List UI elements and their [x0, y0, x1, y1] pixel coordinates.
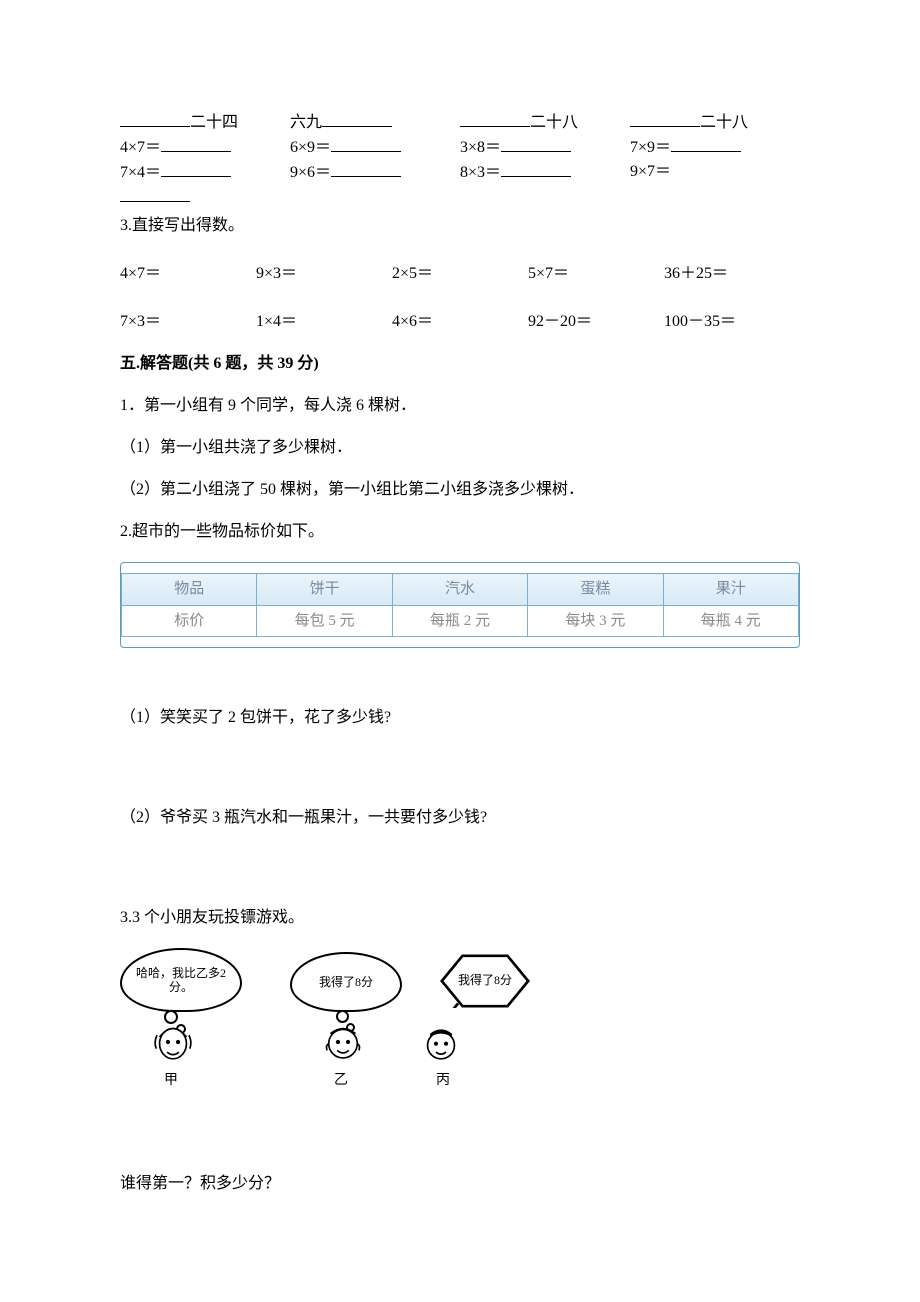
blank [671, 135, 741, 152]
fill-cell: 7×9＝ [630, 135, 800, 160]
fill-cell: 六九 [290, 110, 460, 135]
table-row: 物品 饼干 汽水 蛋糕 果汁 [122, 574, 799, 606]
calc-cell: 100－35＝ [664, 310, 800, 334]
td: 每块 3 元 [528, 605, 663, 637]
blank [161, 135, 231, 152]
blank [630, 110, 700, 127]
td: 每包 5 元 [257, 605, 392, 637]
speech-bubble-yi: 我得了8分 [290, 952, 402, 1012]
blank [501, 160, 571, 177]
text: 3×8＝ [460, 139, 501, 156]
q3-title: 3.直接写出得数。 [120, 214, 800, 238]
text: 7×9＝ [630, 139, 671, 156]
calc-cell: 4×7＝ [120, 262, 256, 286]
blank [331, 135, 401, 152]
face-jia-icon [152, 1018, 194, 1066]
speech-bubble-bing: 我得了8分 [440, 954, 530, 1006]
trailing-blank [120, 185, 800, 210]
fill-row-2: 4×7＝ 6×9＝ 3×8＝ 7×9＝ [120, 135, 800, 160]
problem-1-2: （2）第二小组浇了 50 棵树，第一小组比第二小组多浇多少棵树． [120, 478, 800, 502]
calc-cell: 5×7＝ [528, 262, 664, 286]
fill-cell: 8×3＝ [460, 160, 630, 185]
td: 每瓶 2 元 [392, 605, 527, 637]
dart-illustration: 哈哈，我比乙多2分。 我得了8分 我得了8分 [120, 948, 540, 1108]
bubble-text: 我得了8分 [319, 975, 373, 989]
fill-cell: 4×7＝ [120, 135, 290, 160]
calc-cell: 7×3＝ [120, 310, 256, 334]
name-jia: 甲 [164, 1070, 178, 1091]
face-bing-icon [420, 1018, 462, 1066]
blank [322, 110, 392, 127]
fill-cell: 二十八 [460, 110, 630, 135]
calc-cell: 36＋25＝ [664, 262, 800, 286]
calc-row-2: 7×3＝ 1×4＝ 4×6＝ 92－20＝ 100－35＝ [120, 310, 800, 334]
blank [331, 160, 401, 177]
name-bing: 丙 [436, 1070, 450, 1091]
calc-cell: 2×5＝ [392, 262, 528, 286]
speech-bubble-jia: 哈哈，我比乙多2分。 [120, 948, 242, 1012]
text: 9×7＝ [630, 163, 671, 180]
calc-row-1: 4×7＝ 9×3＝ 2×5＝ 5×7＝ 36＋25＝ [120, 262, 800, 286]
face-yi-icon [322, 1018, 364, 1066]
calc-cell: 4×6＝ [392, 310, 528, 334]
fill-cell: 9×7＝ [630, 160, 800, 185]
text: 二十四 [190, 114, 238, 131]
problem-2: 2.超市的一些物品标价如下。 [120, 520, 800, 544]
problem-1-1: （1）第一小组共浇了多少棵树． [120, 436, 800, 460]
text: 二十八 [700, 114, 748, 131]
blank [161, 160, 231, 177]
blank [501, 135, 571, 152]
td: 标价 [122, 605, 257, 637]
blank [460, 110, 530, 127]
text: 二十八 [530, 114, 578, 131]
text: 9×6＝ [290, 164, 331, 181]
bubble-text: 我得了8分 [458, 971, 512, 989]
bubble-text: 哈哈，我比乙多2分。 [126, 966, 236, 995]
fill-cell: 9×6＝ [290, 160, 460, 185]
text: 7×4＝ [120, 164, 161, 181]
fill-cell: 6×9＝ [290, 135, 460, 160]
price-table-wrap: 物品 饼干 汽水 蛋糕 果汁 标价 每包 5 元 每瓶 2 元 每块 3 元 每… [120, 562, 800, 648]
calc-cell: 9×3＝ [256, 262, 392, 286]
price-table: 物品 饼干 汽水 蛋糕 果汁 标价 每包 5 元 每瓶 2 元 每块 3 元 每… [121, 573, 799, 637]
problem-3: 3.3 个小朋友玩投镖游戏。 [120, 906, 800, 930]
fill-row-1: 二十四 六九 二十八 二十八 [120, 110, 800, 135]
fill-cell: 7×4＝ [120, 160, 290, 185]
td: 每瓶 4 元 [663, 605, 798, 637]
text: 六九 [290, 114, 322, 131]
fill-cell: 二十八 [630, 110, 800, 135]
text: 4×7＝ [120, 139, 161, 156]
calc-cell: 1×4＝ [256, 310, 392, 334]
calc-cell: 92－20＝ [528, 310, 664, 334]
fill-row-3: 7×4＝ 9×6＝ 8×3＝ 9×7＝ [120, 160, 800, 185]
th: 蛋糕 [528, 574, 663, 606]
text: 6×9＝ [290, 139, 331, 156]
table-row: 标价 每包 5 元 每瓶 2 元 每块 3 元 每瓶 4 元 [122, 605, 799, 637]
fill-cell: 二十四 [120, 110, 290, 135]
th: 汽水 [392, 574, 527, 606]
blank [120, 110, 190, 127]
text: 8×3＝ [460, 164, 501, 181]
page: 二十四 六九 二十八 二十八 4×7＝ 6×9＝ 3×8＝ 7×9＝ 7×4＝ … [0, 0, 920, 1274]
th: 物品 [122, 574, 257, 606]
problem-2-1: （1）笑笑买了 2 包饼干，花了多少钱? [120, 706, 800, 730]
th: 果汁 [663, 574, 798, 606]
blank [120, 185, 190, 202]
problem-2-2: （2）爷爷买 3 瓶汽水和一瓶果汁，一共要付多少钱? [120, 806, 800, 830]
section-5-title: 五.解答题(共 6 题，共 39 分) [120, 352, 800, 376]
th: 饼干 [257, 574, 392, 606]
fill-cell: 3×8＝ [460, 135, 630, 160]
name-yi: 乙 [334, 1070, 348, 1091]
problem-1: 1．第一小组有 9 个同学，每人浇 6 棵树． [120, 394, 800, 418]
problem-3-question: 谁得第一？积多少分？ [120, 1172, 800, 1196]
